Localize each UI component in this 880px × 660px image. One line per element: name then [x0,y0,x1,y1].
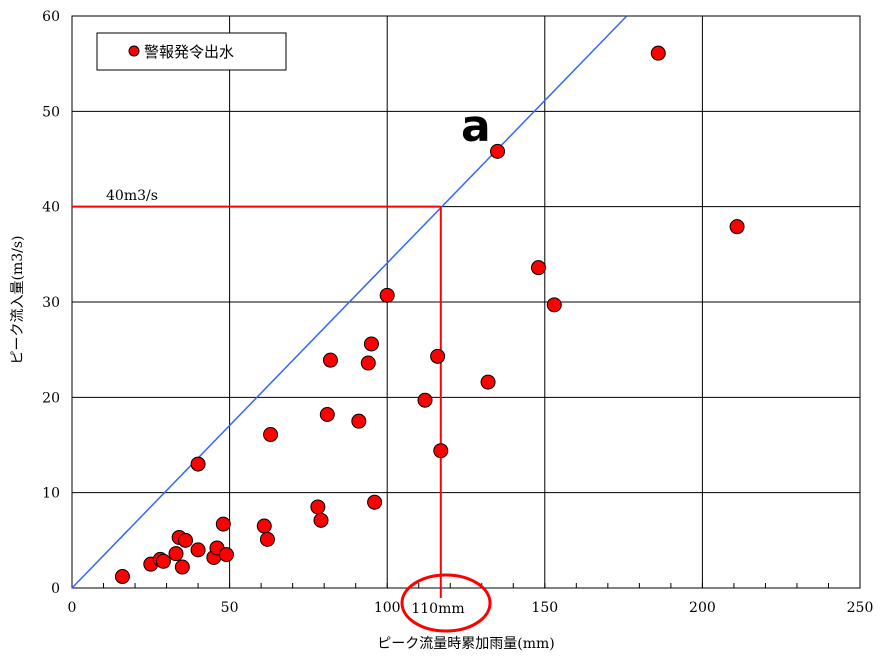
y-tick-labels: 0 10 20 30 40 50 60 [42,9,60,597]
data-point [417,392,433,408]
x-tick-label: 150 [531,600,558,616]
data-point [218,547,234,563]
y-tick-label: 0 [51,581,60,597]
y-tick-label: 40 [42,200,60,216]
y-tick-label: 60 [42,9,60,25]
x-tick-label: 50 [221,600,239,616]
y-tick-label: 50 [42,104,60,120]
x-tick-label: 100 [374,600,401,616]
data-point [174,559,190,575]
data-point [379,287,395,303]
data-point [322,352,338,368]
y-tick-label: 10 [42,486,60,502]
data-points [114,45,745,585]
data-point [530,260,546,276]
data-point [367,494,383,510]
data-point [190,542,206,558]
data-point [155,553,171,569]
data-point [360,355,376,371]
y-threshold-label: 40m3/s [106,188,158,204]
data-point [319,406,335,422]
legend-box [96,32,287,71]
data-point [729,219,745,235]
data-point [190,456,206,472]
data-point [490,143,506,159]
data-point [168,546,184,562]
y-tick-label: 30 [42,295,60,311]
y-tick-label: 20 [42,390,60,406]
x-tick-label: 250 [847,600,874,616]
reference-line [71,15,628,589]
data-point [256,518,272,534]
plot-border [71,15,861,589]
data-point [259,531,275,547]
x-threshold-label: 110mm [411,601,464,617]
legend-marker [128,45,140,57]
data-point [430,348,446,364]
data-point [177,532,193,548]
threshold-lines-group [72,205,442,598]
legend: 警報発令出水 [96,32,287,71]
y-axis-title: ピーク流入量(m3/s) [10,235,26,364]
legend-entry-label: 警報発令出水 [144,43,234,61]
x-tick-labels: 0 50 100 150 200 250 [68,600,874,616]
data-point [433,443,449,459]
reference-line-label: a [461,101,491,152]
data-point [480,374,496,390]
threshold-highlight-ellipse [400,573,492,633]
data-point [313,512,329,528]
data-point [114,569,130,585]
data-point [263,427,279,443]
data-point [351,413,367,429]
data-point [310,499,326,515]
x-tick-label: 200 [689,600,716,616]
x-axis-title: ピーク流量時累加雨量(mm) [377,636,554,652]
data-point [363,336,379,352]
data-point [650,45,666,61]
data-point [546,297,562,313]
reference-line-group [71,15,628,589]
data-point [215,516,231,532]
x-tick-label: 0 [68,600,77,616]
